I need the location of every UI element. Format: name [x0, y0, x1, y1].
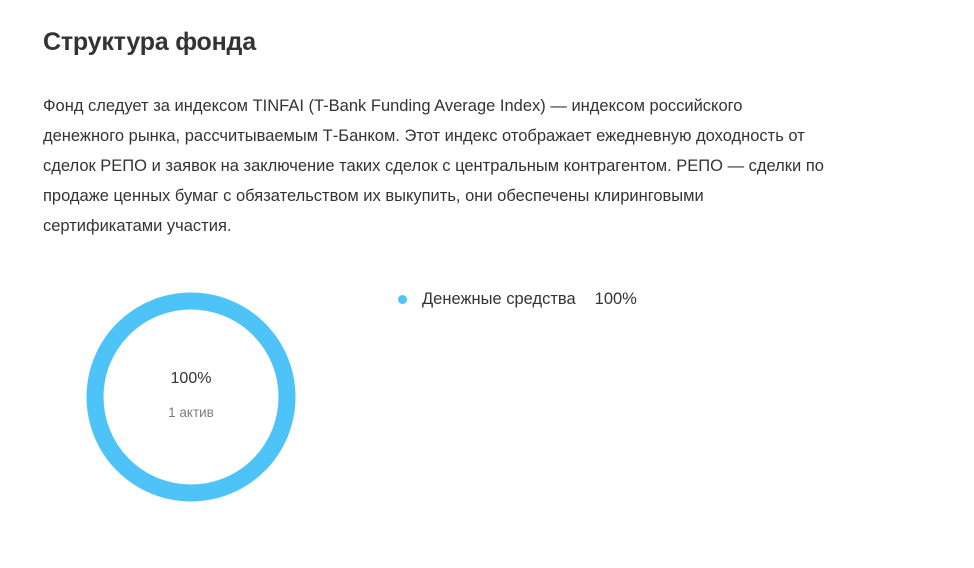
donut-slice — [86, 292, 296, 502]
donut-center-caption: 1 актив — [168, 405, 214, 420]
section-title: Структура фонда — [43, 28, 256, 56]
fund-description: Фонд следует за индексом TINFAI (T-Bank … — [43, 91, 923, 241]
donut-chart: 100% 1 актив — [84, 290, 298, 504]
description-line: Фонд следует за индексом TINFAI (T-Bank … — [43, 97, 743, 115]
legend-item-name: Денежные средства — [422, 290, 576, 308]
legend-item-value: 100% — [594, 290, 637, 308]
description-line: денежного рынка, рассчитываемым Т-Банком… — [43, 127, 805, 145]
legend-color-dot — [398, 295, 407, 304]
donut-chart-svg — [86, 292, 296, 502]
description-line: сертификатами участия. — [43, 217, 232, 235]
chart-legend: Денежные средства 100% — [398, 290, 637, 309]
description-line: продаже ценных бумаг с обязательством их… — [43, 187, 704, 205]
donut-center-value: 100% — [170, 370, 212, 387]
description-line: сделок РЕПО и заявок на заключение таких… — [43, 157, 824, 175]
